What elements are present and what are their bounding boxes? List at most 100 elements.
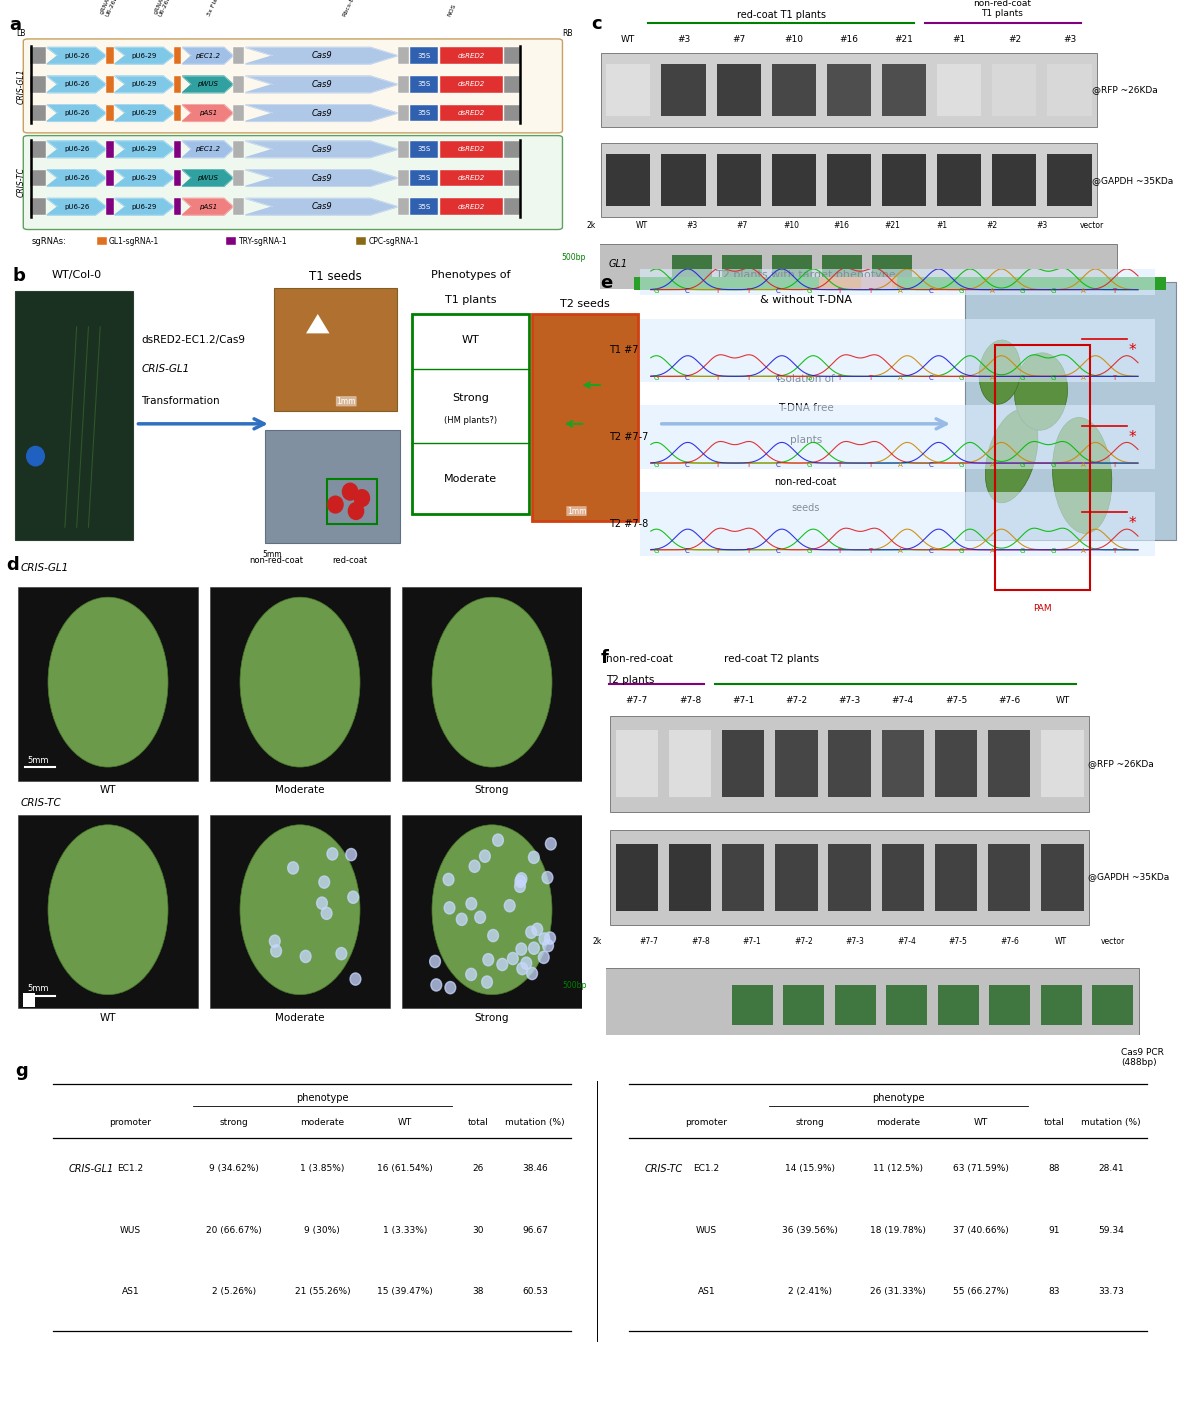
Text: T: T xyxy=(746,374,750,381)
Polygon shape xyxy=(47,140,106,157)
Bar xyxy=(935,844,977,910)
Text: f: f xyxy=(600,648,608,666)
Text: #7-2: #7-2 xyxy=(794,937,814,946)
Text: pWUS: pWUS xyxy=(197,81,218,88)
Text: phenotype: phenotype xyxy=(296,1092,349,1103)
Bar xyxy=(606,155,650,206)
Bar xyxy=(882,155,926,206)
Text: A: A xyxy=(990,288,995,295)
Text: #7-3: #7-3 xyxy=(839,696,860,705)
Text: Moderate: Moderate xyxy=(444,474,497,484)
Text: C: C xyxy=(684,288,689,295)
Bar xyxy=(233,170,245,186)
Bar xyxy=(965,282,1176,540)
Bar xyxy=(992,155,1037,206)
Text: @GAPDH ~35KDa: @GAPDH ~35KDa xyxy=(1087,872,1169,882)
Text: WT/Col-0: WT/Col-0 xyxy=(52,269,102,281)
Bar xyxy=(23,993,35,1007)
Text: #7-7: #7-7 xyxy=(625,696,648,705)
Polygon shape xyxy=(182,105,233,122)
Bar xyxy=(640,492,1154,556)
Bar xyxy=(886,984,928,1025)
Circle shape xyxy=(444,902,455,915)
Text: #7-1: #7-1 xyxy=(732,696,755,705)
Text: #7-7: #7-7 xyxy=(640,937,659,946)
Text: T: T xyxy=(746,288,750,295)
Text: pEC1.2: pEC1.2 xyxy=(196,52,221,58)
Polygon shape xyxy=(115,47,174,64)
Bar xyxy=(533,313,638,520)
Text: C: C xyxy=(776,374,781,381)
Bar xyxy=(640,319,1154,381)
Text: AS1: AS1 xyxy=(697,1286,715,1296)
Text: seeds: seeds xyxy=(792,503,820,513)
Bar xyxy=(233,140,245,157)
Text: dsRED2: dsRED2 xyxy=(457,81,485,88)
Bar xyxy=(326,479,377,525)
Bar xyxy=(174,105,181,122)
Circle shape xyxy=(516,943,527,956)
Text: 63 (71.59%): 63 (71.59%) xyxy=(953,1164,1009,1174)
Text: #7-3: #7-3 xyxy=(846,937,865,946)
Text: Strong: Strong xyxy=(475,1012,509,1022)
Text: pU6-29: pU6-29 xyxy=(132,204,157,210)
Polygon shape xyxy=(182,47,233,64)
Circle shape xyxy=(354,489,370,506)
Text: @RFP ~26KDa: @RFP ~26KDa xyxy=(1087,759,1153,769)
Bar xyxy=(716,155,761,206)
Bar xyxy=(97,237,107,245)
Text: T2 seeds: T2 seeds xyxy=(560,299,610,309)
Circle shape xyxy=(528,851,539,864)
Text: 37 (40.66%): 37 (40.66%) xyxy=(954,1225,1009,1235)
Circle shape xyxy=(328,496,343,513)
Circle shape xyxy=(430,956,440,967)
Text: T: T xyxy=(715,374,720,381)
Text: promoter: promoter xyxy=(109,1117,151,1126)
Text: Strong: Strong xyxy=(452,393,490,403)
Bar xyxy=(233,77,245,92)
Polygon shape xyxy=(246,170,397,186)
Text: #7-8: #7-8 xyxy=(691,937,710,946)
Text: WT: WT xyxy=(462,335,480,345)
Text: CRIS-GL1: CRIS-GL1 xyxy=(17,68,25,104)
Text: G: G xyxy=(1050,549,1056,554)
Text: G: G xyxy=(1050,462,1056,468)
Polygon shape xyxy=(306,313,330,333)
Bar xyxy=(995,345,1091,590)
Text: T2 #7-7: T2 #7-7 xyxy=(608,432,648,442)
Text: WT: WT xyxy=(974,1117,989,1126)
Bar xyxy=(504,140,520,157)
Circle shape xyxy=(545,932,556,944)
Text: 5mm: 5mm xyxy=(28,756,48,766)
Circle shape xyxy=(271,944,282,957)
Text: 5mm: 5mm xyxy=(262,550,282,559)
Text: #7: #7 xyxy=(732,35,745,44)
Bar xyxy=(410,77,438,92)
Text: pU6-26: pU6-26 xyxy=(64,81,89,88)
Bar xyxy=(872,255,912,282)
Circle shape xyxy=(508,953,518,964)
Bar xyxy=(611,830,1090,926)
Text: Cas9: Cas9 xyxy=(311,51,332,60)
Text: C: C xyxy=(929,288,934,295)
Text: G: G xyxy=(1020,288,1025,295)
Bar xyxy=(601,52,1097,128)
Text: #10: #10 xyxy=(785,35,803,44)
Text: 21 (55.26%): 21 (55.26%) xyxy=(294,1286,350,1296)
Text: WUS: WUS xyxy=(696,1225,718,1235)
Text: 2 (2.41%): 2 (2.41%) xyxy=(788,1286,833,1296)
Circle shape xyxy=(300,950,311,963)
Text: #21: #21 xyxy=(895,35,913,44)
Text: WT: WT xyxy=(636,221,648,230)
Text: T1 #7: T1 #7 xyxy=(608,346,638,356)
Text: vector: vector xyxy=(1100,937,1124,946)
Text: pU6-26: pU6-26 xyxy=(64,111,89,116)
Text: #1: #1 xyxy=(953,35,966,44)
Bar xyxy=(640,406,1154,469)
Circle shape xyxy=(348,502,364,519)
Text: A: A xyxy=(1081,549,1086,554)
Bar xyxy=(106,140,114,157)
Text: T: T xyxy=(1112,374,1116,381)
Bar xyxy=(410,140,438,157)
Polygon shape xyxy=(47,105,106,122)
